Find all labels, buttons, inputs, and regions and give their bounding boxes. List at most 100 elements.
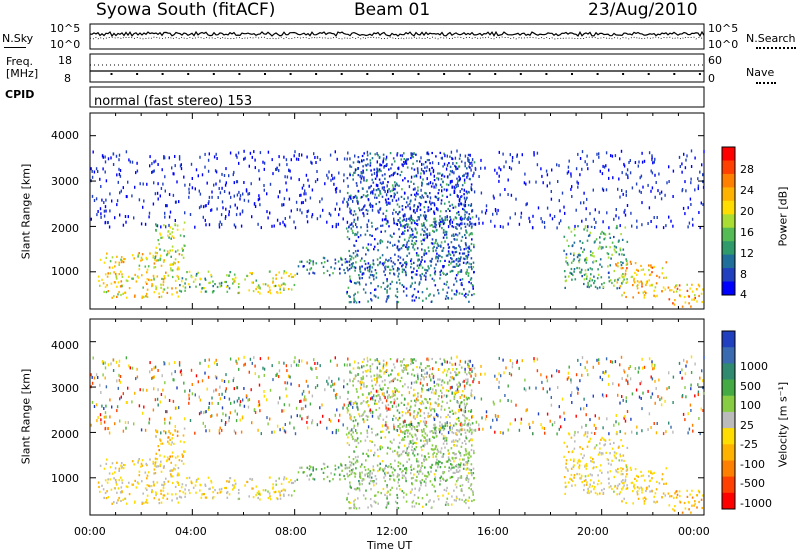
power-cell <box>226 274 228 277</box>
velocity-cell <box>407 364 409 367</box>
velocity-cell <box>403 364 406 367</box>
power-cell <box>468 160 470 163</box>
velocity-cell <box>131 460 134 463</box>
power-cell <box>161 168 163 172</box>
velocity-cell <box>434 392 437 395</box>
velocity-cell <box>105 497 108 500</box>
velocity-cell <box>394 500 397 503</box>
velocity-cell <box>177 501 180 504</box>
power-cell <box>219 191 222 195</box>
power-cell <box>470 282 472 285</box>
power-cell <box>319 214 322 218</box>
power-cell <box>129 160 131 164</box>
power-cell <box>391 189 393 192</box>
power-cell <box>577 185 579 189</box>
power-cell <box>578 258 581 261</box>
power-cell <box>236 206 238 210</box>
power-cell <box>180 163 182 167</box>
power-cell <box>127 215 129 219</box>
power-cell <box>525 203 527 207</box>
velocity-cell <box>246 480 248 483</box>
power-cell <box>369 234 371 237</box>
velocity-cell <box>459 396 461 399</box>
power-cell <box>364 268 366 271</box>
power-cell <box>470 186 472 190</box>
power-cell <box>459 246 461 249</box>
power-cell <box>466 196 468 199</box>
velocity-cell <box>360 402 362 405</box>
velocity-cell <box>596 358 598 362</box>
velocity-cell <box>593 461 595 464</box>
velocity-cell <box>567 469 569 472</box>
power-cell <box>426 236 428 239</box>
velocity-cell <box>223 486 226 490</box>
power-cell <box>618 177 620 181</box>
velocity-cell <box>372 387 375 390</box>
power-cell <box>424 278 427 281</box>
power-cell <box>394 193 396 196</box>
velocity-cell <box>406 431 409 434</box>
power-cell <box>242 192 244 196</box>
power-cell <box>177 295 180 298</box>
cpid-mode: normal (fast stereo) 153 <box>94 94 253 109</box>
power-cell <box>99 207 102 211</box>
velocity-cell <box>458 438 461 441</box>
velocity-cell <box>182 455 184 458</box>
velocity-cell <box>650 395 652 399</box>
power-cell <box>467 253 470 256</box>
velocity-cell <box>402 385 404 388</box>
power-cell <box>469 153 471 157</box>
power-cell <box>175 200 177 204</box>
power-cell <box>173 172 175 176</box>
velocity-cell <box>174 464 177 467</box>
freq-marker <box>698 73 701 75</box>
velocity-cell <box>407 386 409 389</box>
power-cell <box>444 240 446 243</box>
velocity-cell <box>657 395 659 399</box>
velocity-cell <box>162 388 164 392</box>
velocity-cell <box>384 379 386 382</box>
velocity-cell <box>117 499 119 502</box>
power-cell <box>589 277 591 280</box>
velocity-cell <box>470 471 472 475</box>
power-cell <box>278 284 280 287</box>
velocity-cell <box>267 496 270 500</box>
power-cell <box>455 165 457 169</box>
power-cell <box>398 184 400 187</box>
velocity-cell <box>183 441 185 444</box>
power-cell <box>376 196 378 199</box>
velocity-cell <box>414 427 416 431</box>
velocity-cell <box>454 393 457 396</box>
velocity-cell <box>385 506 388 509</box>
power-cell <box>617 240 620 243</box>
power-cell <box>359 267 361 270</box>
power-cell <box>471 238 473 241</box>
power-cell <box>434 195 437 198</box>
velocity-cell <box>356 460 359 463</box>
velocity-cell <box>177 472 179 475</box>
velocity-cell <box>387 502 390 505</box>
velocity-cell <box>532 420 534 424</box>
power-cell <box>380 164 383 167</box>
power-cell <box>389 287 391 290</box>
power-cell <box>377 188 379 191</box>
power-cell <box>140 259 142 262</box>
power-cell <box>349 278 351 281</box>
velocity-cell <box>423 458 425 461</box>
power-cell <box>174 258 177 261</box>
velocity-cell <box>212 491 214 494</box>
velocity-cell <box>153 497 156 500</box>
power-cell <box>454 216 457 219</box>
velocity-cell <box>423 436 425 439</box>
power-cell <box>406 254 408 257</box>
power-cell <box>574 278 577 281</box>
velocity-cell <box>683 501 686 505</box>
power-cell <box>369 205 372 208</box>
power-cell <box>449 165 452 168</box>
power-cell <box>687 206 689 210</box>
power-cell <box>459 270 461 273</box>
power-cell <box>598 210 600 214</box>
power-cell <box>387 295 390 298</box>
power-cell <box>507 193 509 196</box>
noise-right-tick-bottom: 10^0 <box>708 38 739 51</box>
